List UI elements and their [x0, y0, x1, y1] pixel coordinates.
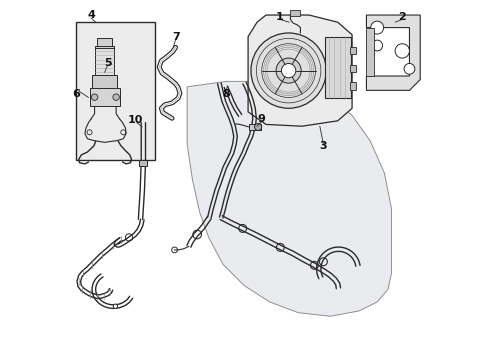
- Polygon shape: [366, 15, 419, 90]
- Polygon shape: [187, 81, 391, 316]
- Bar: [248, 124, 261, 130]
- Polygon shape: [247, 15, 351, 126]
- Circle shape: [254, 123, 261, 131]
- Circle shape: [91, 94, 98, 100]
- Text: 6: 6: [72, 89, 80, 99]
- Circle shape: [113, 304, 117, 309]
- Bar: [92, 75, 117, 89]
- Bar: [94, 45, 114, 49]
- Text: 10: 10: [127, 115, 142, 125]
- Bar: [349, 46, 355, 54]
- Circle shape: [403, 63, 414, 74]
- Circle shape: [371, 40, 382, 51]
- Bar: [325, 37, 350, 98]
- Bar: [76, 22, 155, 160]
- Text: 5: 5: [103, 58, 111, 68]
- Text: 7: 7: [171, 32, 179, 41]
- Circle shape: [113, 94, 119, 100]
- Circle shape: [250, 33, 325, 108]
- Bar: [139, 160, 147, 166]
- Bar: [97, 39, 112, 47]
- Circle shape: [394, 44, 408, 58]
- Bar: [349, 82, 355, 90]
- Circle shape: [276, 58, 301, 83]
- Text: 1: 1: [275, 12, 283, 22]
- Bar: [349, 64, 355, 72]
- Text: 9: 9: [257, 114, 265, 124]
- Text: 3: 3: [319, 141, 326, 151]
- Text: 8: 8: [222, 89, 229, 99]
- Bar: [89, 88, 120, 107]
- Text: 2: 2: [398, 12, 406, 22]
- Bar: [94, 48, 114, 76]
- Bar: [290, 10, 300, 16]
- Circle shape: [370, 21, 383, 34]
- Text: 4: 4: [87, 10, 95, 20]
- Circle shape: [281, 63, 295, 78]
- Bar: [366, 28, 373, 76]
